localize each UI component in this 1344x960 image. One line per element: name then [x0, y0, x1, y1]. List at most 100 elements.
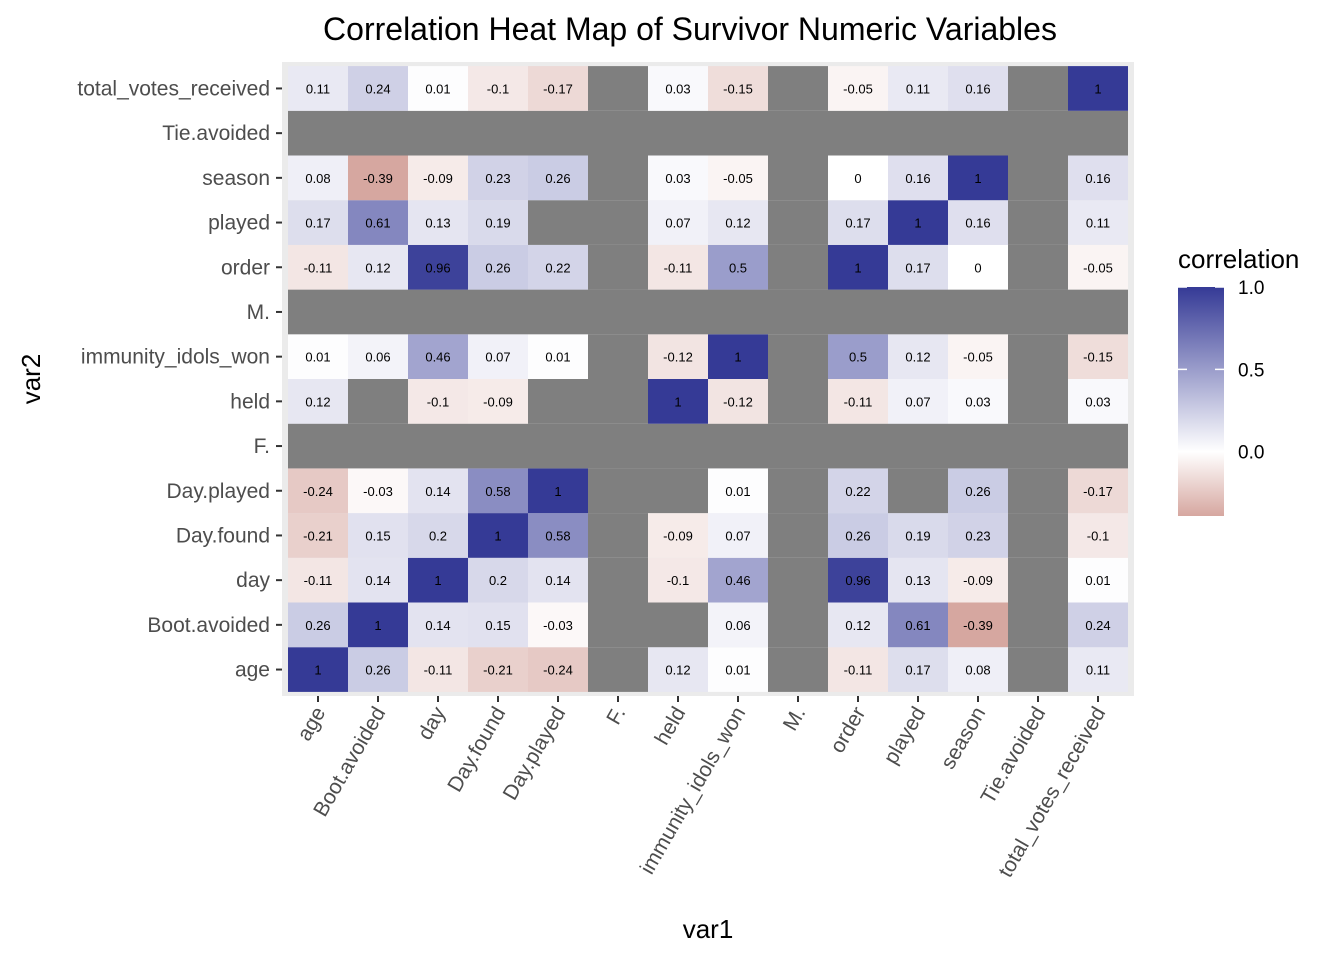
heatmap-cell [888, 647, 948, 692]
cell-value-label: 0.01 [305, 350, 330, 365]
cell-value-label: 0.08 [305, 171, 330, 186]
heatmap-cell [768, 602, 828, 648]
x-tick-label: Day.found [443, 703, 510, 796]
heatmap-cell [588, 423, 648, 469]
cell-value-label: 0.61 [365, 216, 390, 231]
heatmap-cell [348, 244, 408, 290]
heatmap-cell [588, 289, 648, 335]
heatmap-cell [588, 334, 648, 379]
x-tick-label: age [293, 703, 330, 745]
heatmap-cell [1068, 647, 1128, 692]
y-tick-label: F. [254, 435, 270, 458]
heatmap-cell [468, 513, 528, 558]
x-tick-label: held [651, 703, 691, 749]
cell-value-label: 0.24 [1085, 618, 1110, 633]
heatmap-cell [1068, 334, 1128, 379]
heatmap-cell [1008, 244, 1068, 290]
heatmap-cell [948, 289, 1008, 335]
cell-value-label: -0.09 [963, 573, 993, 588]
heatmap-cell [468, 155, 528, 201]
y-tick-label: season [202, 167, 270, 190]
cell-value-label: -0.17 [543, 81, 573, 96]
cell-value-label: -0.21 [483, 663, 513, 678]
heatmap-cell [288, 110, 348, 156]
heatmap-cell [1068, 289, 1128, 335]
cell-value-label: 0.03 [965, 394, 990, 409]
heatmap-cell [708, 66, 768, 111]
heatmap-cell [468, 423, 528, 469]
heatmap-cell [828, 602, 888, 648]
cell-value-label: 0.12 [365, 260, 390, 275]
heatmap-cell [348, 647, 408, 692]
heatmap-cell [528, 289, 588, 335]
heatmap-cell [888, 602, 948, 648]
heatmap-cell [348, 513, 408, 558]
heatmap-cell [528, 602, 588, 648]
cell-value-label: -0.11 [424, 663, 453, 678]
legend-ticks: 1.0 0.5 0.0 [1178, 278, 1264, 464]
cell-value-label: 1 [674, 394, 681, 409]
cell-value-label: 1 [854, 260, 861, 275]
heatmap-cell [768, 334, 828, 379]
heatmap-cell [648, 110, 708, 156]
x-tick-label: M. [779, 703, 811, 735]
cell-value-label: -0.24 [303, 484, 333, 499]
heatmap-cell [768, 513, 828, 558]
cell-value-label: 0.17 [905, 663, 930, 678]
y-tick-label: age [235, 659, 270, 682]
cell-value-label: 0.03 [665, 171, 690, 186]
heatmap-cell [888, 66, 948, 111]
heatmap-cell [288, 557, 348, 603]
heatmap-cell [588, 602, 648, 648]
heatmap-cell [1068, 155, 1128, 201]
cell-value-label: -0.39 [963, 618, 993, 633]
cell-value-label: 0.16 [965, 216, 990, 231]
cell-value-label: 0.11 [1086, 663, 1110, 678]
cell-value-label: 0.22 [845, 484, 870, 499]
heatmap-cell [348, 66, 408, 111]
heatmap-cell [888, 334, 948, 379]
y-tick-label: Day.played [166, 480, 270, 503]
heatmap-cell [708, 557, 768, 603]
heatmap-cell [588, 155, 648, 201]
heatmap-cell [408, 423, 468, 469]
heatmap-cell [1068, 513, 1128, 558]
heatmap-cell [528, 334, 588, 379]
y-tick-label: total_votes_received [77, 77, 270, 100]
heatmap-cell [408, 289, 468, 335]
heatmap-cell [768, 468, 828, 514]
heatmap-cell [648, 557, 708, 603]
heatmap-cell [288, 423, 348, 469]
heatmap-cell [528, 155, 588, 201]
heatmap-cell [1008, 647, 1068, 692]
heatmap-cell [468, 647, 528, 692]
cell-value-label: -0.21 [303, 528, 333, 543]
cell-value-label: 0.5 [729, 260, 747, 275]
cell-value-label: 0.61 [905, 618, 930, 633]
heatmap-cell [708, 110, 768, 156]
heatmap-cell [528, 647, 588, 692]
heatmap-cell [648, 602, 708, 648]
heatmap-cell [768, 244, 828, 290]
heatmap-cell [948, 66, 1008, 111]
heatmap-cell [948, 557, 1008, 603]
color-legend: correlation 1.0 0.5 0.0 [1178, 244, 1299, 516]
y-axis-ticks: age Boot.avoided day Day.found Day.played F. h… [77, 77, 282, 682]
heatmap-cell [1068, 66, 1128, 111]
heatmap-cell [948, 200, 1008, 245]
cell-value-label: 0.26 [545, 171, 570, 186]
heatmap-cell [528, 468, 588, 514]
heatmap-cell [408, 647, 468, 692]
heatmap-cell [468, 557, 528, 603]
heatmap-cell [528, 244, 588, 290]
x-tick-label: order [826, 703, 870, 757]
heatmap-cell [648, 155, 708, 201]
x-tick-label: immunity_idols_won [636, 703, 750, 878]
heatmap-cell [948, 423, 1008, 469]
heatmap-cell [648, 379, 708, 424]
cell-value-label: 0.26 [485, 260, 510, 275]
heatmap-cell [948, 155, 1008, 201]
cell-value-label: 1 [914, 216, 921, 231]
heatmap-cell [708, 289, 768, 335]
heatmap-cell [408, 379, 468, 424]
